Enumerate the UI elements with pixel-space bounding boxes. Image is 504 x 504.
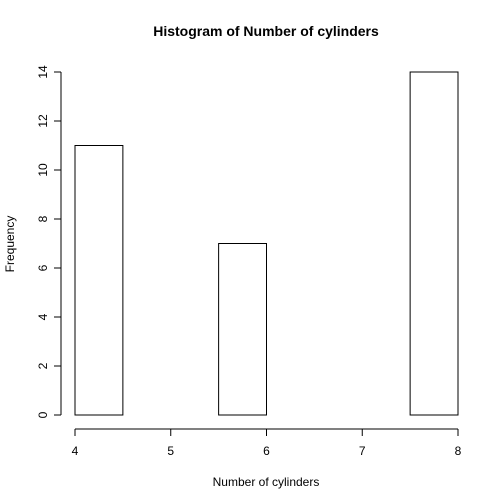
histogram-bar-0 xyxy=(74,145,124,416)
histogram-bar-7 xyxy=(409,71,459,416)
chart-title: Histogram of Number of cylinders xyxy=(153,23,379,39)
y-tick-label-8: 8 xyxy=(36,215,50,222)
y-tick-label-2: 2 xyxy=(36,362,50,369)
y-tick-label-10: 10 xyxy=(36,163,50,177)
x-tick-label-7: 7 xyxy=(359,444,366,458)
y-tick-label-12: 12 xyxy=(36,114,50,128)
x-axis: 4 5 6 7 8 xyxy=(72,428,462,458)
y-tick-label-6: 6 xyxy=(36,264,50,271)
y-tick-label-14: 14 xyxy=(36,65,50,79)
x-tick-label-4: 4 xyxy=(72,444,79,458)
x-tick-label-8: 8 xyxy=(455,444,462,458)
x-tick-label-6: 6 xyxy=(263,444,270,458)
y-tick-label-0: 0 xyxy=(36,411,50,418)
bars-group xyxy=(74,71,459,416)
x-tick-label-5: 5 xyxy=(167,444,174,458)
y-axis: 0 2 4 6 8 10 12 14 xyxy=(36,65,62,418)
y-axis-label: Frequency xyxy=(3,216,17,273)
histogram-bar-3 xyxy=(218,243,267,416)
y-tick-label-4: 4 xyxy=(36,313,50,320)
x-axis-label: Number of cylinders xyxy=(213,475,320,489)
